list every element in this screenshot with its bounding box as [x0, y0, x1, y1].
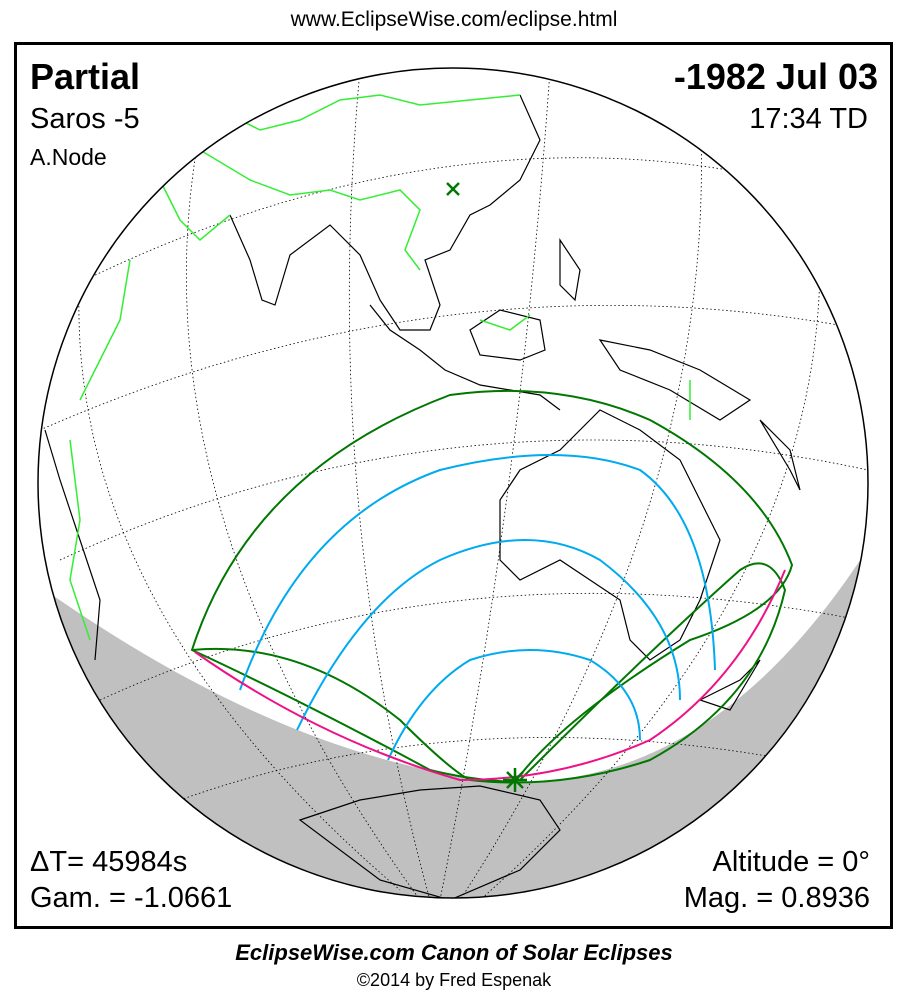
altitude: Altitude = 0°	[712, 846, 870, 878]
magnitude: Mag. = 0.8936	[683, 882, 870, 914]
node: A.Node	[30, 144, 107, 170]
max-eclipse-curve	[194, 569, 786, 782]
source-url: www.EclipseWise.com/eclipse.html	[290, 8, 618, 31]
eclipse-type: Partial	[30, 56, 141, 97]
greatest-eclipse-star-icon	[503, 768, 527, 792]
eclipse-time: 17:34 TD	[749, 103, 868, 135]
map-frame	[14, 42, 893, 929]
night-shading	[38, 545, 868, 898]
gamma: Gam. = -1.0661	[30, 882, 233, 914]
magnitude-curve-3	[387, 649, 641, 761]
footer-title: EclipseWise.com Canon of Solar Eclipses	[235, 940, 673, 965]
coastlines	[44, 94, 801, 898]
magnitude-curve-1	[239, 454, 716, 691]
globe-disc	[38, 68, 868, 898]
globe-outline	[37, 67, 869, 899]
footer-copyright: ©2014 by Fred Espenak	[356, 970, 552, 990]
magnitude-curve-2	[296, 539, 681, 731]
penumbral-limit-south	[191, 562, 787, 784]
saros-number: Saros -5	[30, 103, 140, 135]
eclipse-date: -1982 Jul 03	[673, 56, 878, 97]
country-borders	[69, 94, 691, 641]
graticule	[39, 69, 868, 898]
eclipse-curves	[190, 389, 794, 784]
sub-solar-point-marker	[446, 182, 460, 196]
delta-t: ΔT= 45984s	[30, 846, 188, 878]
